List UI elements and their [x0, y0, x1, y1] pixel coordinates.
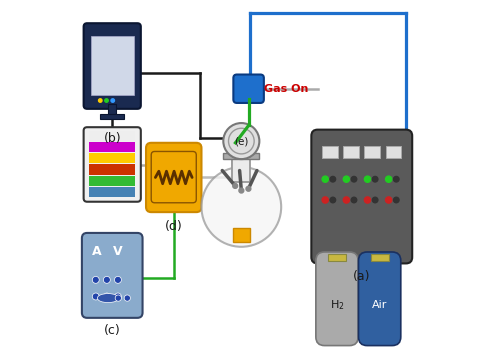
Circle shape [246, 186, 251, 191]
Text: (d): (d) [165, 220, 182, 233]
Bar [386, 146, 402, 158]
Circle shape [114, 276, 121, 283]
Circle shape [115, 295, 121, 301]
Circle shape [372, 197, 378, 203]
FancyBboxPatch shape [146, 143, 202, 212]
Text: (b): (b) [104, 132, 121, 145]
Bar [232, 158, 250, 182]
Circle shape [124, 295, 130, 301]
Circle shape [386, 197, 392, 203]
Bar [224, 153, 260, 159]
Circle shape [364, 176, 370, 182]
Circle shape [105, 99, 108, 102]
Bar [89, 153, 136, 164]
Circle shape [104, 276, 110, 283]
Circle shape [224, 123, 260, 159]
Bar [328, 254, 346, 261]
Text: (c): (c) [104, 324, 120, 337]
Bar [100, 114, 124, 119]
Bar [89, 187, 136, 197]
Text: V: V [113, 245, 122, 258]
Circle shape [98, 99, 102, 102]
Text: Gas On: Gas On [264, 84, 308, 94]
Bar [89, 142, 136, 152]
Circle shape [330, 197, 336, 203]
Circle shape [239, 188, 244, 193]
Circle shape [394, 197, 399, 203]
FancyBboxPatch shape [358, 252, 401, 346]
Circle shape [351, 197, 357, 203]
FancyBboxPatch shape [312, 130, 412, 263]
Text: (e): (e) [234, 136, 248, 146]
Circle shape [386, 176, 392, 182]
Circle shape [114, 293, 121, 300]
Circle shape [322, 176, 328, 182]
Text: Air: Air [372, 300, 388, 310]
FancyBboxPatch shape [82, 233, 142, 318]
Circle shape [372, 176, 378, 182]
Bar [343, 146, 359, 158]
Circle shape [202, 167, 281, 247]
Bar [364, 146, 380, 158]
Circle shape [343, 176, 349, 182]
Bar [322, 146, 338, 158]
Bar [89, 165, 136, 175]
Ellipse shape [98, 294, 119, 303]
Circle shape [330, 176, 336, 182]
Circle shape [233, 183, 237, 188]
Text: (a): (a) [353, 270, 370, 283]
FancyBboxPatch shape [234, 74, 264, 103]
FancyBboxPatch shape [316, 252, 358, 346]
Circle shape [111, 99, 114, 102]
Bar [89, 176, 136, 186]
FancyBboxPatch shape [84, 127, 141, 202]
Circle shape [343, 197, 349, 203]
Circle shape [322, 197, 328, 203]
Circle shape [92, 293, 99, 300]
Circle shape [364, 197, 370, 203]
Bar [370, 254, 388, 261]
Text: A: A [92, 245, 102, 258]
Circle shape [92, 276, 99, 283]
Bar [108, 104, 116, 115]
Circle shape [394, 176, 399, 182]
FancyBboxPatch shape [84, 23, 141, 109]
Bar [89, 130, 136, 141]
Bar [90, 36, 134, 95]
Circle shape [351, 176, 357, 182]
Bar [233, 228, 250, 242]
Circle shape [104, 293, 110, 300]
Text: H$_2$: H$_2$ [330, 298, 344, 312]
